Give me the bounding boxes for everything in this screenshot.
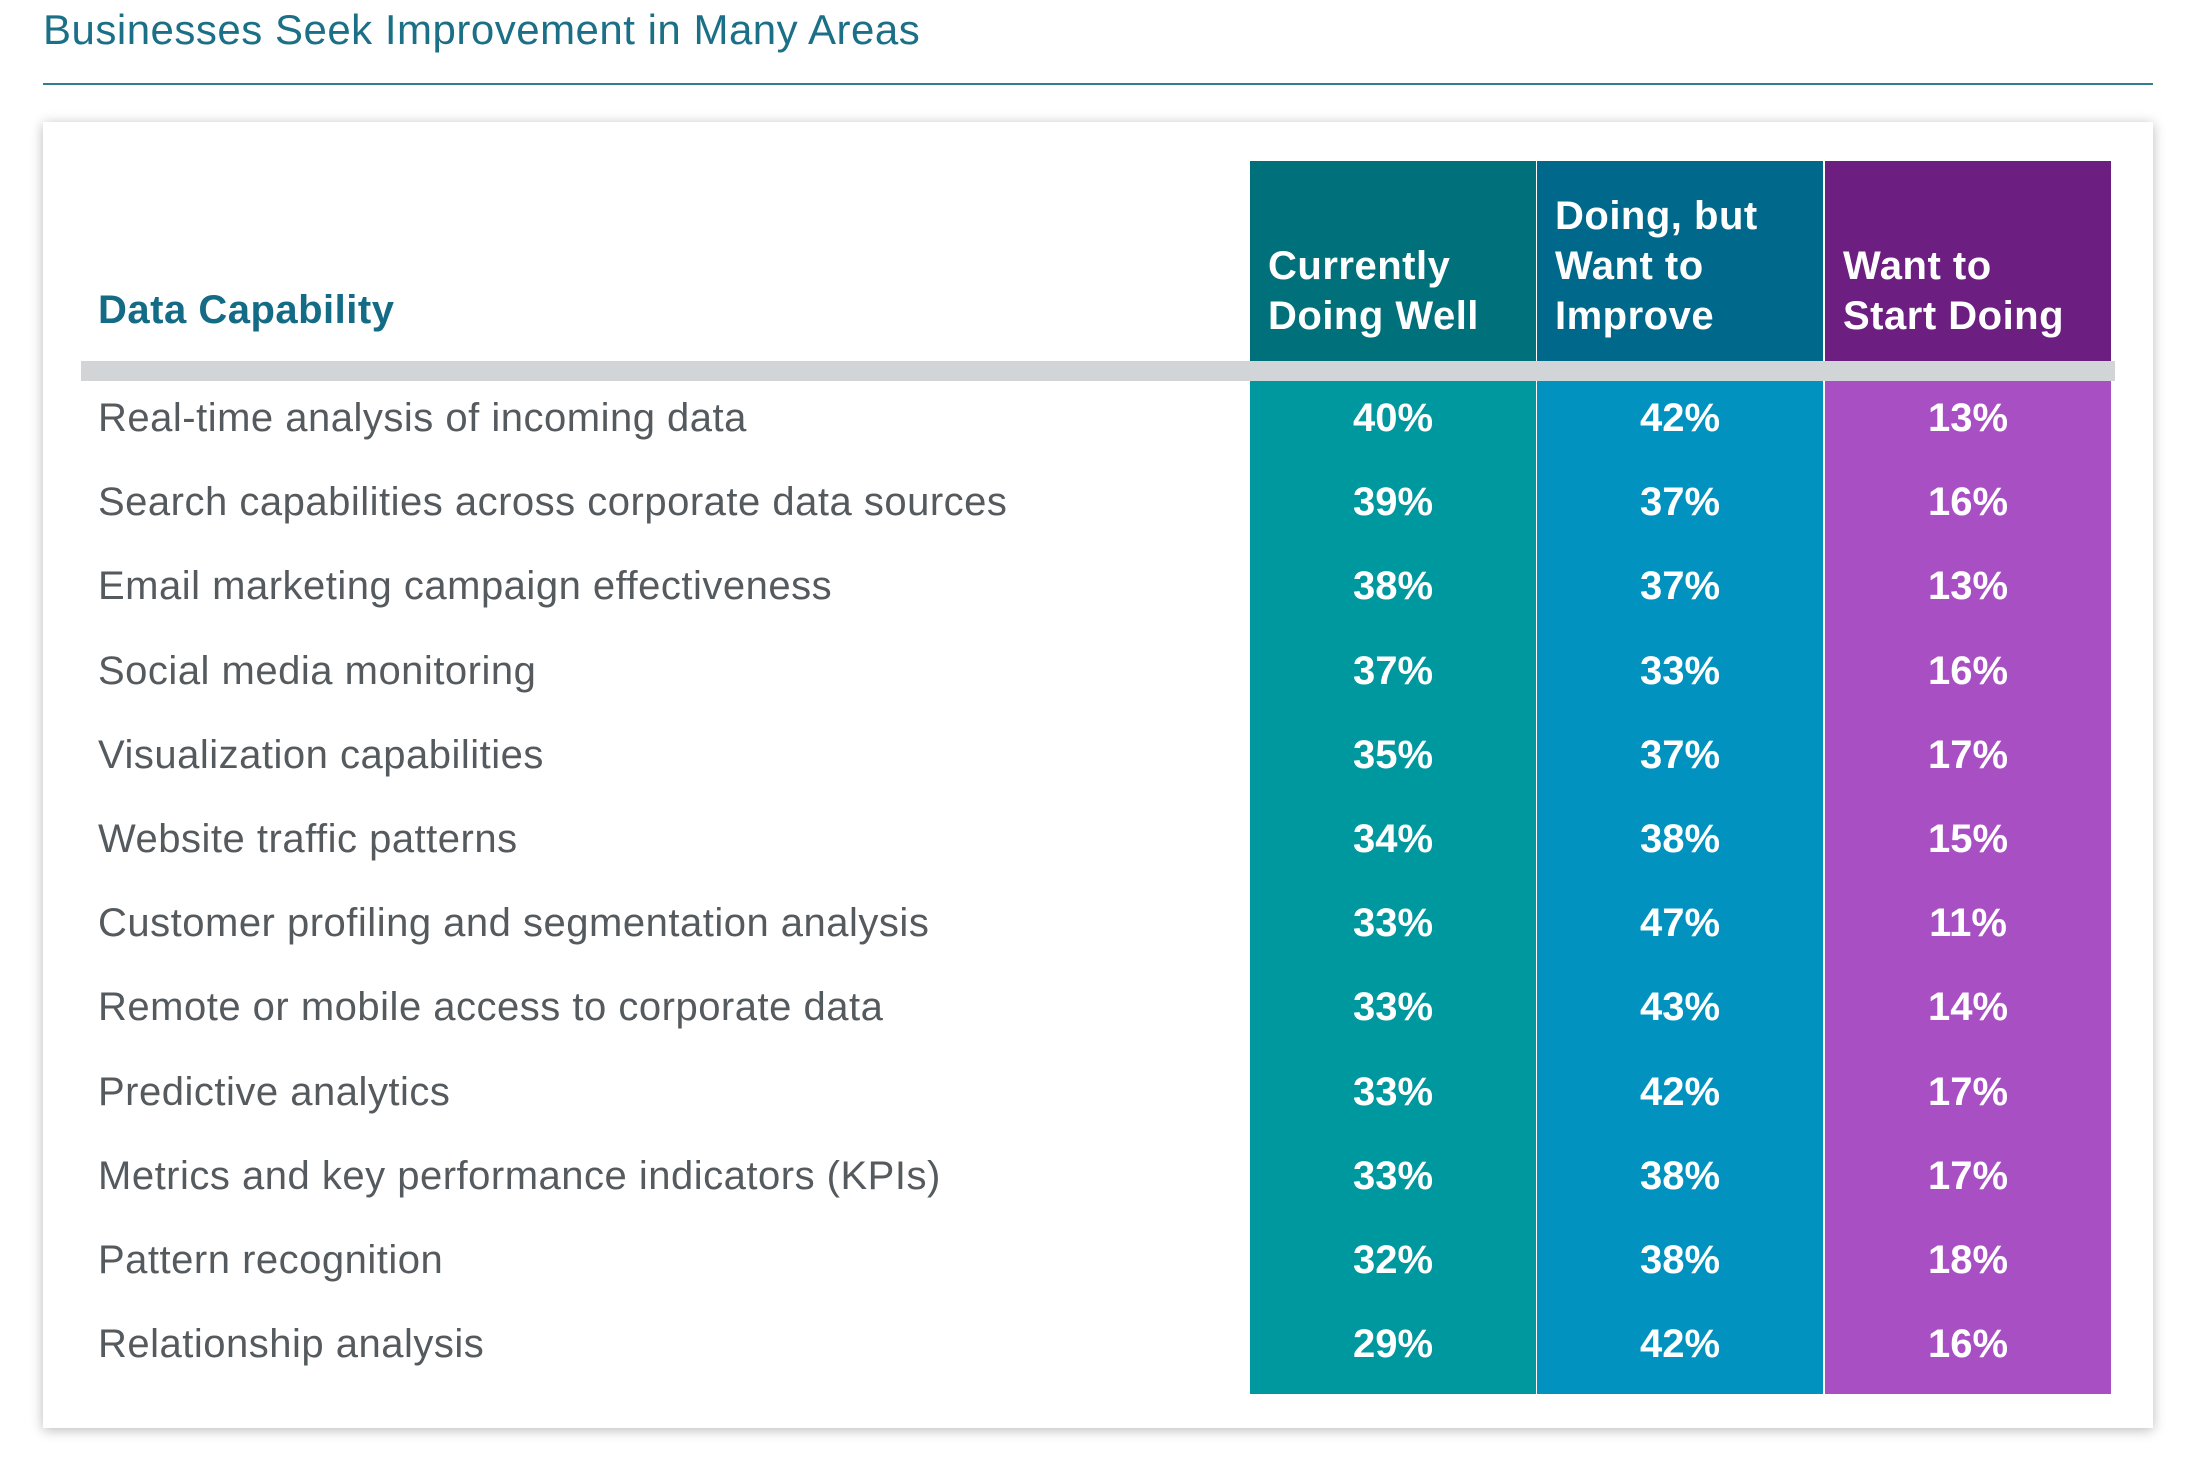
value-cell-currently-doing-well: 37% bbox=[1352, 648, 1434, 693]
value-cell-doing-but-want-to-improve: 38% bbox=[1639, 817, 1721, 861]
row-label: Social media monitoring bbox=[98, 648, 537, 693]
header-divider-bar bbox=[81, 361, 2115, 381]
column-currently-doing-well: Currently Doing Well bbox=[1250, 161, 1536, 1394]
row-label: Pattern recognition bbox=[98, 1238, 444, 1282]
column-header-line: Improve bbox=[1555, 294, 1715, 338]
row-header-data-capability: Data Capability bbox=[98, 288, 395, 332]
value-cell-doing-but-want-to-improve: 47% bbox=[1639, 901, 1721, 946]
row-label: Visualization capabilities bbox=[98, 732, 544, 777]
column-header-label: Doing, but Want to Improve bbox=[1555, 191, 1758, 341]
page-title: Businesses Seek Improvement in Many Area… bbox=[43, 6, 921, 53]
value-cell-want-to-start-doing: 13% bbox=[1927, 564, 2009, 609]
value-cell-want-to-start-doing: 11% bbox=[1929, 901, 2007, 946]
row-label: Email marketing campaign effectiveness bbox=[98, 564, 833, 609]
value-cell-want-to-start-doing: 16% bbox=[1927, 648, 2009, 693]
column-doing-but-want-to-improve: Doing, but Want to Improve bbox=[1537, 161, 1823, 1394]
column-header-label: Want to Start Doing bbox=[1843, 241, 2064, 341]
value-cell-doing-but-want-to-improve: 33% bbox=[1639, 648, 1721, 693]
value-cell-want-to-start-doing: 18% bbox=[1927, 1238, 2009, 1282]
value-cell-want-to-start-doing: 17% bbox=[1927, 1153, 2009, 1198]
row-label: Relationship analysis bbox=[98, 1322, 485, 1367]
column-header-line: Want to bbox=[1555, 244, 1704, 288]
value-cell-doing-but-want-to-improve: 37% bbox=[1639, 564, 1721, 609]
value-cell-want-to-start-doing: 15% bbox=[1927, 817, 2009, 861]
column-header-line: Doing Well bbox=[1268, 294, 1479, 338]
column-body-currently-doing-well bbox=[1250, 381, 1536, 1394]
column-header-doing-but-want-to-improve: Doing, but Want to Improve bbox=[1537, 161, 1823, 361]
column-header-line: Want to bbox=[1843, 244, 1992, 288]
value-cell-doing-but-want-to-improve: 42% bbox=[1639, 1322, 1721, 1367]
value-cell-currently-doing-well: 32% bbox=[1352, 1238, 1434, 1282]
column-header-want-to-start-doing: Want to Start Doing bbox=[1825, 161, 2111, 361]
column-header-line: Doing, but bbox=[1555, 194, 1758, 238]
value-cell-doing-but-want-to-improve: 42% bbox=[1639, 396, 1721, 440]
value-cell-want-to-start-doing: 16% bbox=[1927, 1322, 2009, 1367]
value-cell-want-to-start-doing: 13% bbox=[1927, 396, 2009, 440]
value-cell-doing-but-want-to-improve: 38% bbox=[1639, 1238, 1721, 1282]
value-cell-want-to-start-doing: 14% bbox=[1927, 985, 2009, 1030]
value-cell-currently-doing-well: 33% bbox=[1352, 901, 1434, 946]
row-label: Customer profiling and segmentation anal… bbox=[98, 901, 930, 946]
column-header-currently-doing-well: Currently Doing Well bbox=[1250, 161, 1536, 361]
value-cell-currently-doing-well: 33% bbox=[1352, 1153, 1434, 1198]
row-label: Remote or mobile access to corporate dat… bbox=[98, 985, 884, 1030]
title-divider bbox=[43, 83, 2153, 85]
column-body-doing-but-want-to-improve bbox=[1537, 381, 1823, 1394]
row-label: Real-time analysis of incoming data bbox=[98, 396, 747, 440]
value-cell-currently-doing-well: 35% bbox=[1352, 732, 1434, 777]
value-cell-doing-but-want-to-improve: 37% bbox=[1639, 480, 1721, 525]
column-body-want-to-start-doing bbox=[1825, 381, 2111, 1394]
value-cell-doing-but-want-to-improve: 37% bbox=[1639, 732, 1721, 777]
value-cell-want-to-start-doing: 17% bbox=[1927, 732, 2009, 777]
column-header-line: Start Doing bbox=[1843, 294, 2065, 338]
row-label: Predictive analytics bbox=[98, 1069, 451, 1114]
value-cell-currently-doing-well: 34% bbox=[1352, 817, 1434, 861]
value-cell-doing-but-want-to-improve: 42% bbox=[1639, 1069, 1721, 1114]
column-want-to-start-doing: Want to Start Doing bbox=[1825, 161, 2111, 1394]
value-cell-currently-doing-well: 29% bbox=[1352, 1322, 1434, 1367]
value-cell-doing-but-want-to-improve: 43% bbox=[1639, 985, 1721, 1030]
row-label: Metrics and key performance indicators (… bbox=[98, 1153, 941, 1198]
value-cell-currently-doing-well: 38% bbox=[1352, 564, 1434, 609]
column-header-label: Currently Doing Well bbox=[1268, 241, 1479, 341]
value-cell-currently-doing-well: 39% bbox=[1352, 480, 1434, 525]
value-cell-currently-doing-well: 40% bbox=[1352, 396, 1434, 440]
value-cell-currently-doing-well: 33% bbox=[1352, 985, 1434, 1030]
row-label: Website traffic patterns bbox=[98, 817, 518, 861]
value-cell-want-to-start-doing: 16% bbox=[1927, 480, 2009, 525]
column-header-line: Currently bbox=[1268, 244, 1451, 288]
row-label: Search capabilities across corporate dat… bbox=[98, 480, 1008, 525]
value-cell-want-to-start-doing: 17% bbox=[1927, 1069, 2009, 1114]
value-cell-currently-doing-well: 33% bbox=[1352, 1069, 1434, 1114]
value-cell-doing-but-want-to-improve: 38% bbox=[1639, 1153, 1721, 1198]
